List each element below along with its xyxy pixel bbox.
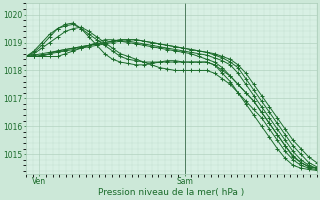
X-axis label: Pression niveau de la mer( hPa ): Pression niveau de la mer( hPa ) — [98, 188, 244, 197]
